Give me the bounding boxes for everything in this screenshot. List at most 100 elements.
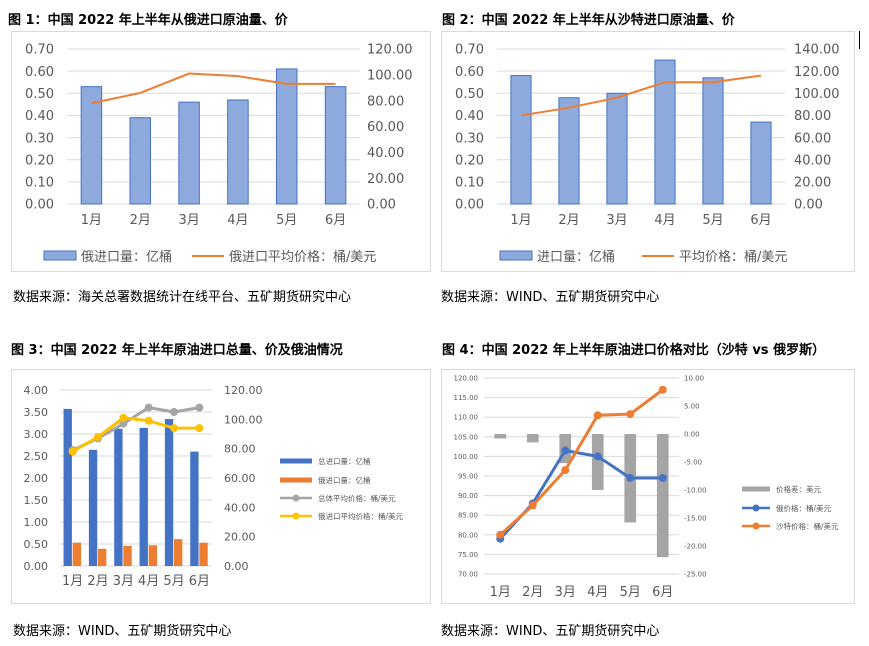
x-tick-label: 4月 <box>587 585 608 600</box>
figure-3-title: 图 3：中国 2022 年上半年原油进口总量、价及俄油情况 <box>11 343 343 358</box>
series-point <box>528 501 537 510</box>
series-point <box>195 403 204 412</box>
x-tick-label: 3月 <box>555 585 576 600</box>
series-point <box>593 411 602 420</box>
y-tick-label: 0.10 <box>455 176 484 191</box>
legend-label: 进口量：亿桶 <box>537 250 615 265</box>
y-tick-label: 0.40 <box>25 109 54 124</box>
x-tick-label: 4月 <box>654 213 675 228</box>
y-tick-label: 1.00 <box>24 516 49 529</box>
y-tick-label: 95.00 <box>458 473 478 481</box>
y2-tick-label: 40.00 <box>224 501 256 514</box>
bar <box>88 449 98 566</box>
x-tick-label: 5月 <box>276 213 297 228</box>
legend-label: 俄进口平均价格：桶/美元 <box>229 249 376 265</box>
x-tick-label: 3月 <box>606 213 627 228</box>
y2-tick-label: 80.00 <box>794 109 831 124</box>
y-tick-label: 85.00 <box>458 512 478 520</box>
y-tick-label: 100.00 <box>454 453 479 461</box>
difference-bar <box>656 434 669 558</box>
series-point <box>658 473 667 482</box>
y-tick-label: 0.70 <box>25 43 54 58</box>
bar <box>174 539 183 566</box>
y-tick-label: 4.00 <box>24 384 49 397</box>
y2-tick-label: 60.00 <box>367 120 404 135</box>
y2-tick-label: 10.00 <box>684 375 704 383</box>
series-line <box>91 72 336 105</box>
series-point <box>626 473 635 482</box>
x-tick-label: 5月 <box>620 585 641 600</box>
y2-tick-label: 40.00 <box>794 153 831 168</box>
y2-tick-label: 0.00 <box>794 198 823 213</box>
y-tick-label: 0.20 <box>25 153 54 168</box>
x-tick-label: 1月 <box>510 213 531 228</box>
legend-marker <box>752 522 760 530</box>
y-tick-label: 0.20 <box>455 153 484 168</box>
figure-1-title: 图 1：中国 2022 年上半年从俄进口原油量、价 <box>8 13 288 28</box>
legend-marker <box>292 494 300 502</box>
y-tick-label: 80.00 <box>458 531 478 539</box>
series-point <box>561 466 570 475</box>
y2-tick-label: 20.00 <box>367 172 404 187</box>
figure-1-chart: 0.00 0.10 0.20 0.30 0.40 0.50 0.60 0.70 0.00 20.0… <box>25 43 413 265</box>
bar <box>139 427 148 566</box>
figure-1-source: 数据来源：海关总署数据统计在线平台、五矿期货研究中心 <box>13 290 352 305</box>
legend-label: 俄进口量：亿桶 <box>318 475 371 485</box>
x-tick-label: 2月 <box>558 213 579 228</box>
bar <box>98 548 107 566</box>
figure-3-source: 数据来源：WIND、五矿期货研究中心 <box>13 624 232 639</box>
legend-marker <box>292 512 300 520</box>
x-tick-label: 4月 <box>138 574 159 589</box>
bar <box>80 86 103 205</box>
y2-tick-label: 100.00 <box>794 87 840 102</box>
figure-4-chart-panel: 70.00 75.00 80.00 85.00 90.00 95.00 100.00 105.… <box>441 369 855 604</box>
y-tick-label: 0.50 <box>25 87 54 102</box>
bar <box>227 99 249 205</box>
difference-bar <box>526 434 539 443</box>
bar <box>558 97 580 205</box>
y-tick-label: 0.00 <box>24 560 49 573</box>
y2-tick-label: 0.00 <box>224 560 249 573</box>
y-tick-label: 0.60 <box>25 65 54 80</box>
y2-tick-label: 80.00 <box>367 94 404 109</box>
y-tick-label: 115.00 <box>454 394 479 402</box>
x-tick-label: 4月 <box>227 213 248 228</box>
series-point <box>561 446 570 455</box>
y-tick-label: 75.00 <box>458 551 478 559</box>
bar <box>129 117 152 205</box>
series-point <box>496 530 505 539</box>
y-tick-label: 0.50 <box>24 538 49 551</box>
y2-tick-label: 140.00 <box>794 43 840 58</box>
y2-tick-label: 80.00 <box>224 443 256 456</box>
y-tick-label: 0.30 <box>25 131 54 146</box>
text-cursor <box>859 31 860 49</box>
x-tick-label: 2月 <box>87 574 108 589</box>
bar <box>178 101 200 205</box>
y-tick-label: 0.70 <box>455 43 484 58</box>
figure-4-source: 数据来源：WIND、五矿期货研究中心 <box>441 624 660 639</box>
bar <box>114 428 123 566</box>
y-tick-label: 0.50 <box>455 87 484 102</box>
series-point <box>658 385 667 394</box>
bar <box>190 451 199 566</box>
figure-2-title: 图 2：中国 2022 年上半年从沙特进口原油量、价 <box>442 13 735 28</box>
legend-label: 俄进口平均价格：桶/美元 <box>318 511 404 521</box>
series-point <box>170 408 178 416</box>
y2-tick-label: 60.00 <box>794 131 831 146</box>
legend-label: 俄进口量：亿桶 <box>81 250 172 265</box>
figure-3-chart: 0.00 0.50 1.00 1.50 2.00 2.50 3.00 3.50 4.00 0.00… <box>24 384 404 589</box>
bar <box>750 121 772 205</box>
bar <box>164 419 174 566</box>
legend-swatch <box>499 250 533 261</box>
bar <box>510 75 532 205</box>
series-point <box>94 432 102 441</box>
y-tick-label: 1.50 <box>24 494 49 507</box>
y-tick-label: 0.30 <box>455 131 484 146</box>
y-tick-label: 120.00 <box>454 375 479 383</box>
bar <box>702 77 724 205</box>
bar <box>123 545 132 566</box>
y-tick-label: 0.10 <box>25 176 54 191</box>
x-tick-label: 5月 <box>702 213 723 228</box>
y2-tick-label: 120.00 <box>367 43 413 58</box>
x-tick-label: 2月 <box>522 585 543 600</box>
